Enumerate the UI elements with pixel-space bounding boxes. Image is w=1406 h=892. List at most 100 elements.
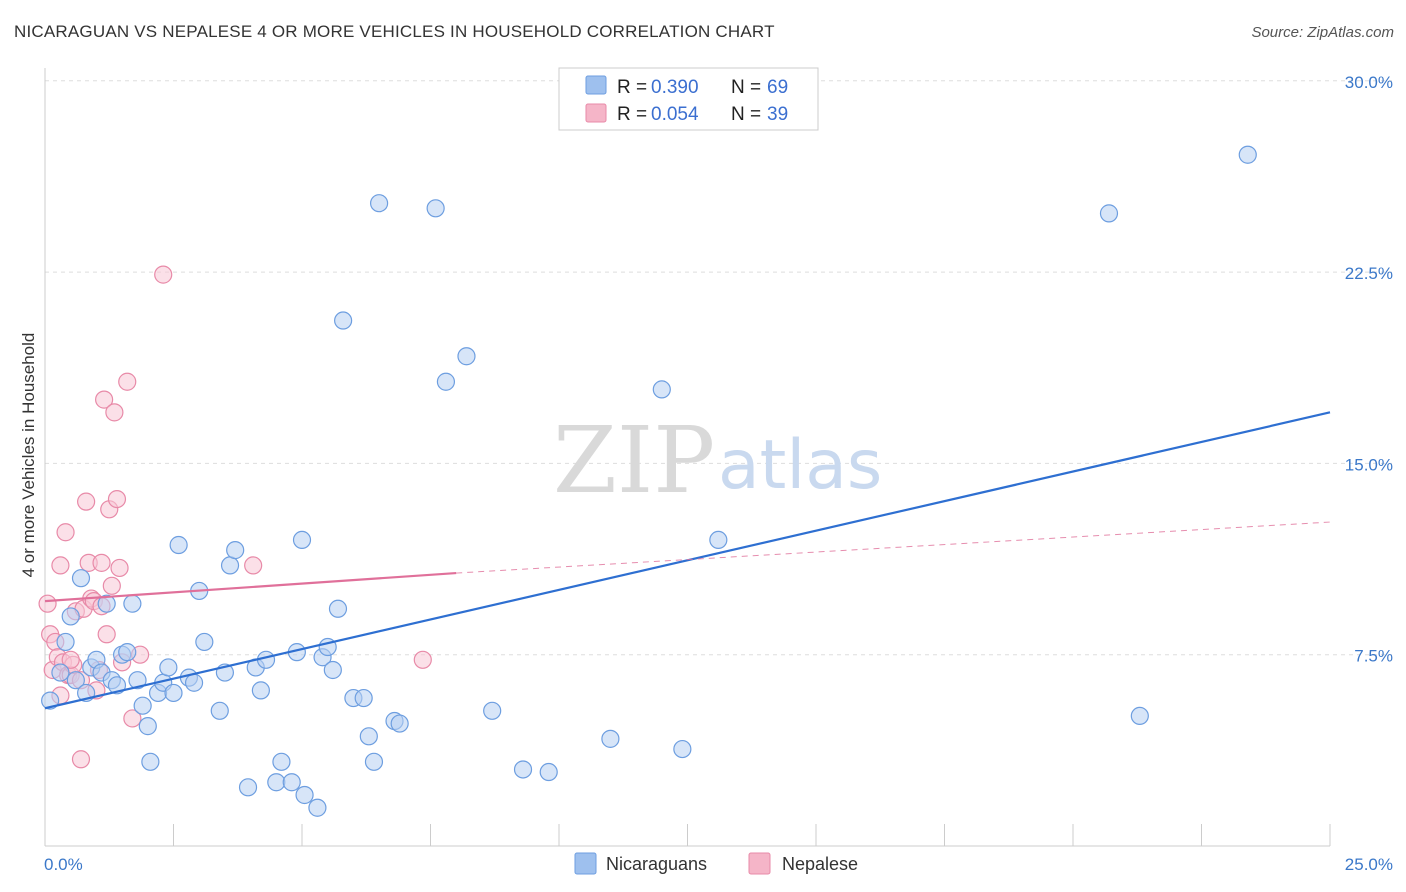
nicaraguans-point [426, 199, 445, 218]
nicaraguans-point [107, 676, 127, 695]
legend-swatch-nicaraguans [585, 75, 607, 95]
nicaraguans-point [457, 347, 476, 366]
y-tick-label-0: 7.5% [1354, 647, 1393, 666]
nepalese-points [38, 265, 432, 769]
nicaraguans-point [1130, 706, 1149, 726]
source-label: Source: ZipAtlas.com [1251, 24, 1394, 41]
nicaraguans-point [97, 594, 116, 613]
nicaraguans-point [652, 380, 671, 399]
nicaraguans-point [539, 762, 558, 782]
nicaraguans-point [51, 663, 70, 682]
nepalese-point [95, 390, 114, 409]
watermark-zip: ZIP [553, 407, 715, 514]
nicaraguans-point [169, 535, 188, 555]
nicaraguans-point [184, 673, 204, 692]
nicaraguans-point [159, 658, 178, 677]
nicaraguans-point [66, 671, 85, 690]
bottom-legend-label-nepalese: Nepalese [782, 854, 858, 874]
x-ticks [44, 824, 1331, 846]
legend-swatch-nepalese [585, 103, 607, 123]
watermark: ZIP atlas [553, 407, 882, 514]
nicaraguans-point [272, 752, 291, 771]
nicaraguans-point [61, 607, 80, 626]
bottom-legend-label-nicaraguans: Nicaraguans [606, 854, 707, 874]
nicaraguans-point [295, 785, 314, 805]
nepalese-point [97, 625, 116, 644]
legend-n-value-1: 39 [767, 104, 788, 125]
nicaraguans-point [210, 701, 229, 720]
nepalese-point [77, 492, 96, 511]
nicaraguans-point [220, 556, 240, 575]
nicaraguans-point [251, 681, 270, 700]
nicaraguans-point [123, 594, 142, 613]
nepalese-point [56, 523, 75, 542]
nepalese-point [107, 489, 127, 509]
nepalese-point [71, 750, 91, 769]
nicaraguans-point [41, 691, 60, 710]
y-tick-label-1: 15.0% [1345, 455, 1393, 474]
legend-n-label-1: N = [731, 104, 761, 125]
legend-n-label-0: N = [731, 77, 761, 98]
nicaraguans-point [138, 717, 157, 736]
nicaraguans-point [292, 530, 312, 550]
y-tick-labels: 7.5% 15.0% 22.5% 30.0% [1345, 73, 1393, 666]
y-tick-label-3: 30.0% [1345, 73, 1393, 92]
nicaraguans-point [195, 632, 214, 652]
nicaraguans-point [601, 729, 620, 748]
nicaraguans-point [56, 632, 75, 652]
nepalese-trend-extension [456, 521, 1331, 574]
watermark-atlas: atlas [718, 426, 882, 505]
legend-r-value-1: 0.054 [651, 104, 699, 125]
nepalese-point [61, 650, 80, 669]
nicaraguans-point [364, 752, 384, 771]
nepalese-point [110, 558, 129, 578]
nicaraguans-point [226, 541, 245, 560]
nicaraguans-point [673, 739, 692, 759]
bottom-legend: Nicaraguans Nepalese [574, 852, 858, 875]
x-tick-label-max: 25.0% [1345, 855, 1393, 874]
nepalese-point [105, 403, 124, 422]
legend-r-label-1: R = [617, 104, 647, 125]
nepalese-point [102, 576, 121, 595]
trend-lines [44, 411, 1331, 710]
nicaraguans-point [1099, 204, 1119, 223]
nicaraguans-point [118, 643, 137, 662]
nicaraguans-point [328, 599, 348, 618]
nicaraguans-point [709, 530, 728, 550]
nicaraguans-point [133, 696, 152, 715]
x-tick-label-min: 0.0% [44, 855, 83, 874]
legend-box: R = 0.390 N = 69 R = 0.054 N = 39 [558, 67, 819, 131]
nicaraguans-point [354, 688, 373, 708]
nicaraguans-point [308, 798, 327, 817]
legend-r-value-0: 0.390 [651, 77, 699, 98]
chart-title: NICARAGUAN VS NEPALESE 4 OR MORE VEHICLE… [14, 22, 775, 41]
nepalese-point [51, 556, 70, 575]
nepalese-trend-line [44, 571, 457, 603]
y-tick-label-2: 22.5% [1345, 264, 1393, 283]
nicaraguans-point [370, 194, 389, 213]
nepalese-point [92, 553, 111, 572]
bottom-legend-swatch-nicaraguans [574, 852, 597, 875]
nicaraguans-trend-line [44, 411, 1331, 710]
nicaraguans-point [436, 372, 456, 391]
nepalese-point [413, 650, 432, 669]
nepalese-point [244, 556, 263, 575]
legend-r-label-0: R = [617, 77, 647, 98]
nicaraguans-point [513, 760, 533, 779]
nepalese-point [118, 372, 137, 391]
y-axis-label: 4 or more Vehicles in Household [19, 333, 38, 578]
nicaraguans-point [359, 727, 378, 746]
nicaraguans-point [164, 683, 183, 703]
nepalese-point [38, 594, 57, 613]
legend-n-value-0: 69 [767, 77, 788, 98]
nicaraguans-point [1238, 145, 1257, 164]
nicaraguans-point [128, 671, 147, 690]
bottom-legend-swatch-nepalese [748, 852, 771, 875]
nicaraguans-points [41, 145, 1257, 817]
nicaraguans-point [141, 752, 160, 771]
nepalese-point [123, 709, 142, 728]
nicaraguans-point [483, 701, 502, 720]
nicaraguans-point [238, 778, 258, 797]
nicaraguans-point [334, 311, 353, 330]
